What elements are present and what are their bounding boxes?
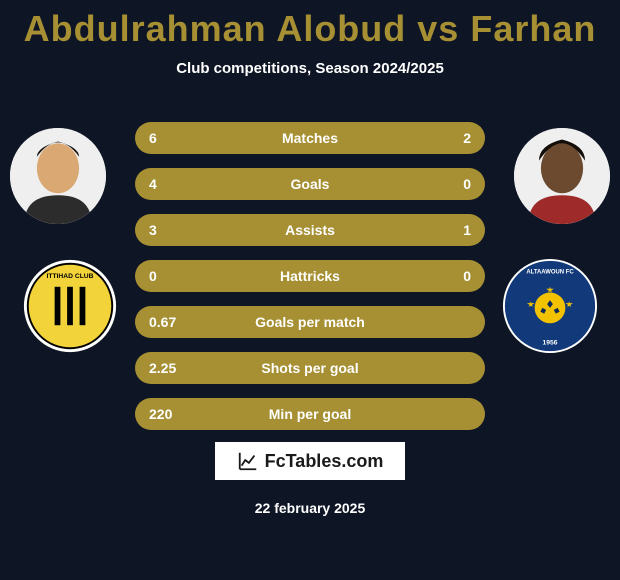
stat-right-value: 0	[463, 268, 471, 284]
svg-text:ITTIHAD CLUB: ITTIHAD CLUB	[46, 273, 93, 280]
stat-row: 0Hattricks0	[135, 260, 485, 292]
stats-container: 6Matches24Goals03Assists10Hattricks00.67…	[135, 122, 485, 444]
stat-left-value: 2.25	[149, 360, 176, 376]
chart-icon	[237, 450, 259, 472]
ittihad-badge-icon: ITTIHAD CLUB	[22, 258, 118, 354]
stat-left-value: 0	[149, 268, 157, 284]
brand-badge: FcTables.com	[215, 442, 405, 480]
altaawoun-badge-icon: ALTAAWOUN FC 1956	[502, 258, 598, 354]
brand-text: FcTables.com	[265, 451, 384, 472]
svg-text:1956: 1956	[543, 339, 558, 346]
stat-label: Assists	[135, 222, 485, 238]
stat-row: 3Assists1	[135, 214, 485, 246]
stat-label: Hattricks	[135, 268, 485, 284]
club-left-badge: ITTIHAD CLUB	[22, 258, 118, 354]
comparison-subtitle: Club competitions, Season 2024/2025	[0, 60, 620, 77]
comparison-title: Abdulrahman Alobud vs Farhan	[0, 0, 620, 50]
stat-label: Matches	[135, 130, 485, 146]
stat-row: 0.67Goals per match	[135, 306, 485, 338]
stat-row: 6Matches2	[135, 122, 485, 154]
stat-row: 220Min per goal	[135, 398, 485, 430]
stat-label: Shots per goal	[135, 360, 485, 376]
club-right-badge: ALTAAWOUN FC 1956	[502, 258, 598, 354]
stat-row: 4Goals0	[135, 168, 485, 200]
stat-label: Goals per match	[135, 314, 485, 330]
stat-row: 2.25Shots per goal	[135, 352, 485, 384]
stat-label: Goals	[135, 176, 485, 192]
footer-date: 22 february 2025	[0, 500, 620, 516]
player-right-silhouette	[514, 128, 610, 224]
stat-left-value: 0.67	[149, 314, 176, 330]
stat-right-value: 2	[463, 130, 471, 146]
player-right-avatar	[514, 128, 610, 224]
stat-left-value: 6	[149, 130, 157, 146]
stat-left-value: 3	[149, 222, 157, 238]
player-left-avatar	[10, 128, 106, 224]
stat-right-value: 0	[463, 176, 471, 192]
stat-left-value: 4	[149, 176, 157, 192]
stat-right-value: 1	[463, 222, 471, 238]
stat-label: Min per goal	[135, 406, 485, 422]
player-left-silhouette	[10, 128, 106, 224]
stat-left-value: 220	[149, 406, 172, 422]
svg-text:ALTAAWOUN FC: ALTAAWOUN FC	[526, 269, 574, 275]
